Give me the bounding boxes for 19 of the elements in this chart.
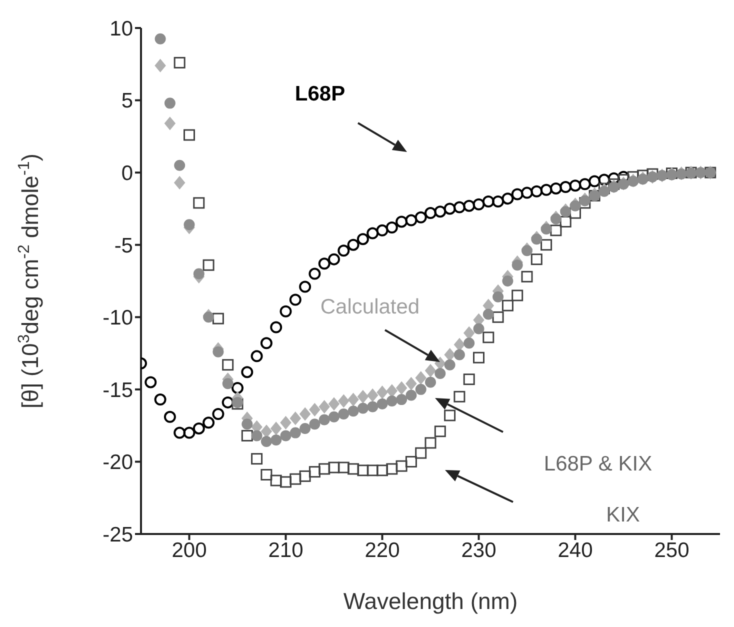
y-tick-label: 0 [121,162,133,186]
annotation: L68P & KIX [544,452,652,476]
y-tick-label: 10 [110,17,133,40]
y-tick-label: -10 [102,306,133,330]
x-tick-label: 230 [461,538,496,562]
y-tick-label: -25 [102,523,133,546]
x-tick-label: 210 [268,538,304,562]
x-tick-label: 200 [172,538,207,562]
annotation: L68P [294,82,346,106]
annotation: KIX [606,504,640,527]
x-axis-title: Wavelength (nm) [343,588,518,614]
x-tick-label: 220 [364,538,400,562]
x-tick-label: 240 [558,538,593,562]
x-tick-label: 250 [654,538,690,562]
annotation: Calculated [320,296,420,319]
y-tick-label: 5 [121,90,133,113]
y-tick-label: -15 [102,378,133,402]
y-tick-label: -5 [114,234,133,258]
y-tick-label: -20 [102,451,133,474]
